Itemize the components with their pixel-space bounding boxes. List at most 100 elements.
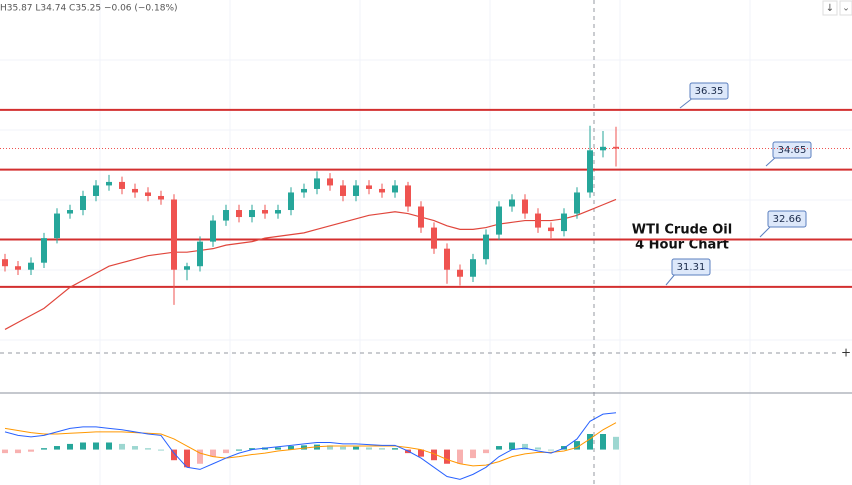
scroll-down-icon: ↓ [826, 3, 834, 14]
candle-body [561, 213, 567, 232]
candle-body [509, 199, 515, 207]
candle-body [301, 188, 307, 193]
candle-body [171, 199, 177, 270]
candle-body [249, 210, 255, 218]
macd-histogram-bar [548, 449, 554, 451]
toolbar[interactable]: ↓ ⌄ [822, 0, 852, 16]
macd-histogram-bar [28, 449, 34, 452]
level-label: 32.66 [773, 214, 802, 225]
macd-histogram-bar [444, 449, 450, 464]
macd-histogram-bar [54, 446, 60, 450]
candle-body [67, 210, 73, 214]
candle-body [236, 210, 242, 218]
candle-body [158, 195, 164, 200]
annotation: 4 Hour Chart [635, 238, 729, 253]
candle-body [80, 195, 86, 211]
macd-histogram-bar [288, 446, 294, 450]
macd-histogram-bar [366, 447, 372, 450]
macd-histogram-bar [600, 434, 606, 450]
macd-histogram-bar [574, 441, 580, 450]
level-label-box [689, 82, 729, 100]
candle-body [496, 206, 502, 235]
macd-histogram-bar [93, 442, 99, 450]
macd-histogram-bar [509, 442, 515, 450]
candle-body [483, 234, 489, 260]
candle-body [262, 210, 268, 214]
macd-histogram-bar [158, 449, 164, 451]
macd-histogram-bar [41, 448, 47, 450]
annotation: WTI Crude Oil [632, 223, 732, 238]
macd-histogram-bar [197, 449, 203, 464]
candle-body [548, 227, 554, 232]
level-label-box [767, 210, 807, 228]
candle-body [379, 188, 385, 193]
candle-body [340, 185, 346, 196]
candle-body [418, 206, 424, 228]
macd-histogram-bar [210, 449, 216, 457]
candle-body [522, 199, 528, 214]
candle-body [600, 146, 606, 151]
macd-histogram-bar [184, 449, 190, 468]
candle-body [587, 150, 593, 193]
macd-histogram-bar [431, 449, 437, 461]
macd-histogram-bar [301, 445, 307, 450]
menu-icon: ⌄ [842, 4, 850, 14]
level-label-box [671, 258, 711, 276]
macd-histogram-bar [106, 442, 112, 450]
candle-body [574, 192, 580, 214]
candle-body [15, 266, 21, 270]
macd-histogram-bar [587, 434, 593, 450]
crosshair-plus: + [841, 346, 851, 360]
candle-body [366, 185, 372, 189]
candle-body [431, 227, 437, 249]
menu-button[interactable] [839, 0, 852, 16]
candle-body [54, 213, 60, 239]
candle-body [470, 259, 476, 277]
macd-histogram-bar [2, 449, 8, 454]
header-ohlc: H35.87 L34.74 C35.25 −0.06 (−0.18%) [0, 4, 178, 14]
candle-body [145, 192, 151, 196]
macd-histogram-bar [340, 446, 346, 450]
macd-histogram-bar [119, 443, 125, 450]
macd-histogram-bar [249, 448, 255, 450]
candle-body [106, 181, 112, 186]
macd-histogram-bar [496, 446, 502, 450]
macd-histogram-bar [132, 446, 138, 450]
candle-body [353, 185, 359, 196]
macd-histogram-bar [15, 449, 21, 454]
candle-body [457, 269, 463, 277]
candle-body [2, 259, 8, 267]
level-label: 36.35 [695, 86, 724, 97]
macd-histogram-bar [327, 445, 333, 450]
macd-histogram-bar [613, 436, 619, 450]
macd-histogram-bar [353, 446, 359, 450]
candle-body [288, 192, 294, 211]
scroll-down-button[interactable] [822, 0, 838, 16]
candle-body [93, 185, 99, 196]
candle-body [613, 146, 619, 149]
candle-body [327, 178, 333, 186]
macd-histogram-bar [483, 449, 489, 454]
macd-histogram-bar [236, 449, 242, 451]
candle-body [444, 248, 450, 270]
candle-body [405, 185, 411, 207]
macd-histogram-bar [223, 449, 229, 454]
macd-histogram-bar [379, 448, 385, 450]
level-label: 31.31 [677, 262, 706, 273]
candle-body [119, 181, 125, 189]
macd-histogram-bar [171, 449, 177, 461]
macd-histogram-bar [535, 447, 541, 450]
macd-histogram-bar [392, 448, 398, 450]
candle-body [275, 210, 281, 214]
macd-histogram-bar [145, 448, 151, 450]
level-label: 34.65 [778, 145, 807, 156]
candle-body [132, 188, 138, 193]
macd-histogram-bar [80, 442, 86, 450]
candle-body [392, 185, 398, 193]
moving-average [4, 198, 617, 330]
candle-body [223, 210, 229, 221]
candle-body [210, 220, 216, 242]
